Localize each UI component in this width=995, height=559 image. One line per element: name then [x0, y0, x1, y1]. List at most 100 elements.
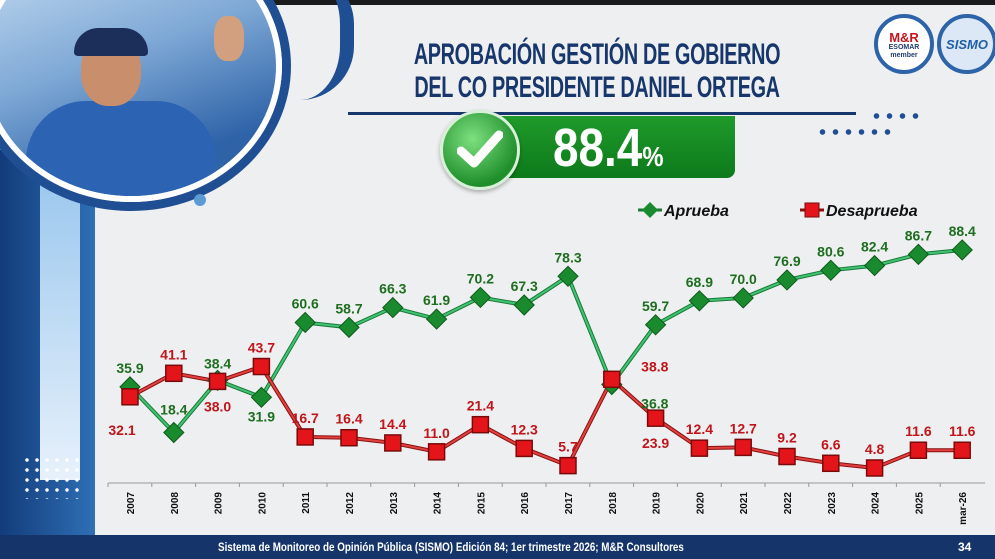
desaprueba-data-label: 32.1 [108, 422, 135, 438]
x-tick-label: 2019 [652, 492, 663, 515]
x-tick-label: 2025 [914, 492, 925, 515]
aprueba-data-label: 66.3 [379, 281, 406, 297]
x-tick-label: 2024 [871, 492, 882, 515]
aprueba-point [863, 254, 886, 277]
aprueba-data-label: 80.6 [817, 243, 844, 259]
aprueba-point [951, 239, 973, 261]
aprueba-data-label: 67.3 [511, 278, 538, 294]
x-tick-label: 2012 [345, 492, 356, 515]
aprueba-data-label: 36.8 [641, 396, 668, 412]
page-number: 34 [958, 540, 972, 554]
desaprueba-point [384, 434, 402, 452]
desaprueba-data-label: 11.6 [949, 423, 976, 439]
aprueba-data-label: 18.4 [160, 402, 187, 418]
x-tick-label: mar-26 [958, 492, 969, 525]
headline-value: 88.4% [553, 118, 664, 187]
legend-desaprueba-square-icon [804, 202, 820, 218]
desaprueba-point [909, 441, 928, 459]
title-line-2: DEL CO PRESIDENTE DANIEL ORTEGA [414, 71, 780, 104]
headline-number: 88.4 [553, 118, 643, 178]
desaprueba-data-label: 38.8 [641, 358, 668, 374]
desaprueba-point [296, 428, 314, 446]
desaprueba-data-label: 43.7 [248, 340, 275, 356]
aprueba-point [338, 316, 360, 339]
desaprueba-point [165, 364, 183, 383]
desaprueba-point [340, 428, 358, 447]
aprueba-data-label: 58.7 [335, 300, 362, 316]
aprueba-data-label: 78.3 [554, 249, 581, 265]
decorative-dot [194, 194, 206, 206]
desaprueba-point [822, 454, 840, 473]
x-tick-label: 2017 [564, 492, 575, 515]
legend-aprueba-label: Aprueba [663, 203, 729, 220]
aprueba-point [382, 296, 404, 319]
aprueba-data-label: 88.4 [949, 223, 976, 239]
x-tick-label: 2018 [608, 492, 619, 515]
source-note: Sistema de Monitoreo de Opinión Pública … [218, 540, 684, 554]
aprueba-point [250, 386, 273, 409]
check-icon [440, 110, 520, 190]
desaprueba-point [252, 357, 271, 376]
legend-aprueba-diamond-icon [642, 202, 658, 218]
aprueba-data-label: 31.9 [248, 408, 275, 424]
aprueba-data-label: 86.7 [905, 227, 932, 243]
x-tick-label: 2020 [695, 492, 706, 515]
aprueba-data-label: 60.6 [292, 295, 319, 311]
aprueba-point [820, 259, 842, 282]
desaprueba-point [865, 459, 884, 477]
desaprueba-point [515, 439, 533, 458]
x-tick-label: 2016 [520, 492, 531, 515]
aprueba-data-label: 38.4 [204, 355, 231, 371]
x-axis: 2007 2008 2009 2010 2011 2012 2013 2014 2015 2016… [107, 482, 985, 525]
desaprueba-point [559, 456, 577, 475]
aprueba-data-label: 68.9 [686, 274, 713, 290]
title-underline [348, 112, 856, 115]
legend-desaprueba-label: Desaprueba [826, 203, 918, 220]
desaprueba-data-label: 5.7 [558, 439, 578, 455]
aprueba-point [163, 421, 185, 444]
desaprueba-data-label: 21.4 [467, 398, 494, 414]
title-line-1: APROBACIÓN GESTIÓN DE GOBIERNO [413, 38, 781, 71]
aprueba-point [732, 287, 754, 309]
headline-unit: % [642, 141, 664, 172]
x-tick-label: 2008 [170, 492, 181, 515]
footer: Sistema de Monitoreo de Opinión Pública … [0, 535, 995, 559]
decorative-panel [40, 180, 80, 480]
aprueba-data-label: 35.9 [116, 360, 143, 376]
desaprueba-point [690, 439, 709, 457]
desaprueba-data-label: 12.3 [511, 421, 538, 437]
desaprueba-data-label: 4.8 [865, 441, 885, 457]
desaprueba-data-label: 12.4 [686, 421, 713, 437]
x-tick-label: 2014 [433, 492, 444, 515]
top-bar [0, 0, 995, 5]
desaprueba-data-label: 11.0 [423, 425, 450, 441]
mr-consultores-logo: M&R ESOMAR member [874, 14, 934, 74]
desaprueba-data-label: 41.1 [160, 346, 187, 362]
desaprueba-data-label: 14.4 [379, 416, 406, 432]
aprueba-point [425, 308, 448, 330]
x-tick-label: 2022 [783, 492, 794, 515]
x-tick-label: 2011 [301, 492, 312, 514]
desaprueba-point [208, 372, 227, 391]
desaprueba-data-label: 11.6 [905, 423, 932, 439]
aprueba-point [294, 311, 316, 334]
desaprueba-data-label: 6.6 [821, 436, 841, 452]
desaprueba-point [646, 409, 665, 427]
desaprueba-point [471, 415, 490, 434]
desaprueba-data-label: 38.0 [204, 398, 231, 414]
x-tick-label: 2023 [827, 492, 838, 515]
aprueba-point [776, 269, 798, 291]
x-tick-label: 2007 [126, 492, 137, 515]
decorative-dots [22, 455, 82, 499]
aprueba-point [469, 286, 492, 309]
aprueba-data-label: 61.9 [423, 292, 450, 308]
aprueba-data-label: 76.9 [773, 253, 800, 269]
aprueba-point [644, 314, 667, 336]
x-tick-label: 2013 [389, 492, 400, 515]
aprueba-data-label: 59.7 [642, 298, 669, 314]
x-tick-label: 2015 [476, 492, 487, 515]
decorative-dots [816, 128, 896, 136]
desaprueba-point [603, 370, 621, 389]
desaprueba-point [734, 438, 752, 457]
